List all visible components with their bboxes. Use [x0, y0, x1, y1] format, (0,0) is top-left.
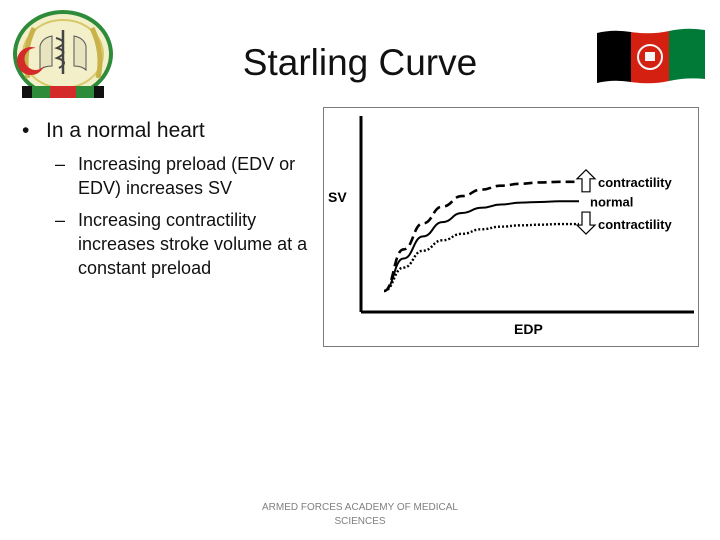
- academy-emblem-logo: [13, 10, 113, 98]
- series-line-solid: [383, 200, 579, 292]
- series-line-dashed: [383, 180, 579, 293]
- bullet-list: • In a normal heart – Increasing preload…: [22, 118, 322, 280]
- chart-canvas: SV EDP contractility normal contractility: [328, 116, 694, 337]
- bullet-item: • In a normal heart: [22, 118, 322, 144]
- sub-bullet-item: – Increasing contractility increases str…: [22, 208, 318, 280]
- y-axis-label: SV: [328, 189, 347, 205]
- bullet-marker: •: [22, 119, 30, 142]
- footer-text: ARMED FORCES ACADEMY OF MEDICAL SCIENCES: [262, 502, 458, 527]
- x-axis-label: EDP: [514, 321, 543, 337]
- sub-bullet-marker: –: [55, 154, 66, 174]
- series-label: contractility: [598, 175, 672, 190]
- arrow-up-icon: [575, 168, 597, 193]
- sub-bullet-text: Increasing contractility increases strok…: [78, 210, 308, 278]
- bullet-text: In a normal heart: [46, 119, 205, 142]
- arrow-down-icon: [575, 211, 597, 235]
- sub-bullet-item: – Increasing preload (EDV or EDV) increa…: [22, 152, 318, 200]
- series-label: normal: [590, 194, 633, 209]
- afghanistan-flag-icon: [597, 28, 705, 84]
- series-label: contractility: [598, 217, 672, 232]
- sub-bullet-text: Increasing preload (EDV or EDV) increase…: [78, 154, 296, 198]
- sub-bullet-marker: –: [55, 210, 66, 230]
- series-line-dotted: [383, 222, 579, 293]
- slide-title: Starling Curve: [242, 42, 478, 83]
- starling-curve-chart: SV EDP contractility normal contractility: [323, 107, 699, 347]
